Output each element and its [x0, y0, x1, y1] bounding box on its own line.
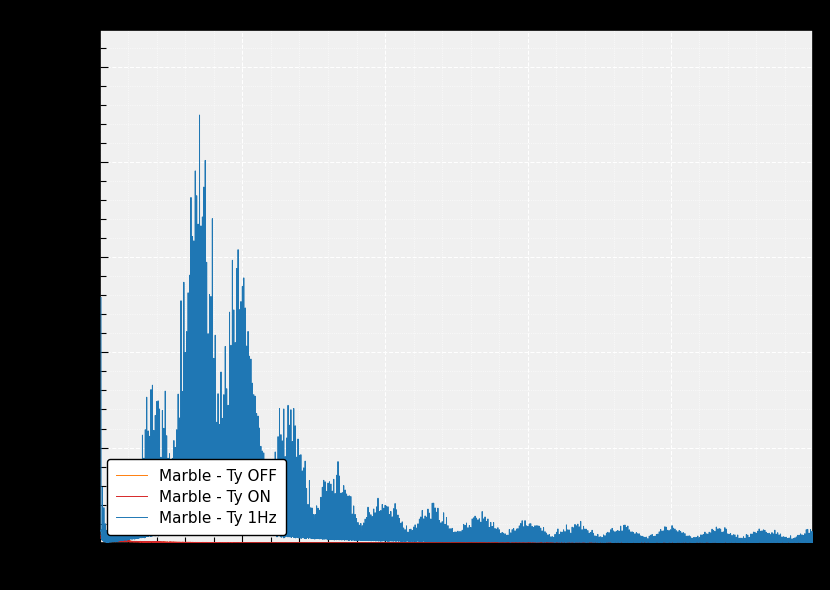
Marble - Ty ON — [624, 539, 634, 546]
Marble - Ty OFF — [808, 539, 818, 546]
Marble - Ty 1Hz — [194, 112, 204, 119]
Marble - Ty ON — [662, 539, 672, 546]
Marble - Ty OFF — [624, 539, 634, 546]
Marble - Ty 1Hz — [96, 294, 106, 301]
Marble - Ty ON — [808, 539, 818, 546]
Marble - Ty ON — [692, 539, 702, 546]
Marble - Ty 1Hz — [354, 537, 364, 544]
Marble - Ty OFF — [662, 539, 672, 546]
Marble - Ty 1Hz — [518, 537, 528, 545]
Marble - Ty OFF — [549, 539, 559, 546]
Marble - Ty OFF — [801, 539, 811, 546]
Marble - Ty ON — [96, 535, 106, 542]
Line: Marble - Ty 1Hz: Marble - Ty 1Hz — [101, 115, 813, 542]
Marble - Ty ON — [549, 539, 559, 546]
Legend: Marble - Ty OFF, Marble - Ty ON, Marble - Ty 1Hz: Marble - Ty OFF, Marble - Ty ON, Marble … — [107, 460, 286, 535]
Line: Marble - Ty ON: Marble - Ty ON — [101, 535, 813, 543]
Marble - Ty 1Hz — [662, 538, 672, 545]
Marble - Ty OFF — [518, 539, 528, 546]
Marble - Ty OFF — [96, 533, 106, 540]
Marble - Ty 1Hz — [765, 539, 775, 546]
Marble - Ty ON — [354, 539, 364, 546]
Marble - Ty ON — [518, 539, 528, 546]
Marble - Ty 1Hz — [808, 528, 818, 535]
Marble - Ty ON — [132, 538, 142, 545]
Marble - Ty 1Hz — [549, 539, 559, 546]
Marble - Ty OFF — [132, 538, 142, 545]
Marble - Ty 1Hz — [624, 526, 634, 533]
Marble - Ty OFF — [96, 535, 106, 542]
Marble - Ty 1Hz — [132, 533, 142, 540]
Line: Marble - Ty OFF: Marble - Ty OFF — [101, 536, 813, 543]
Marble - Ty OFF — [354, 539, 364, 546]
Marble - Ty ON — [96, 532, 106, 539]
